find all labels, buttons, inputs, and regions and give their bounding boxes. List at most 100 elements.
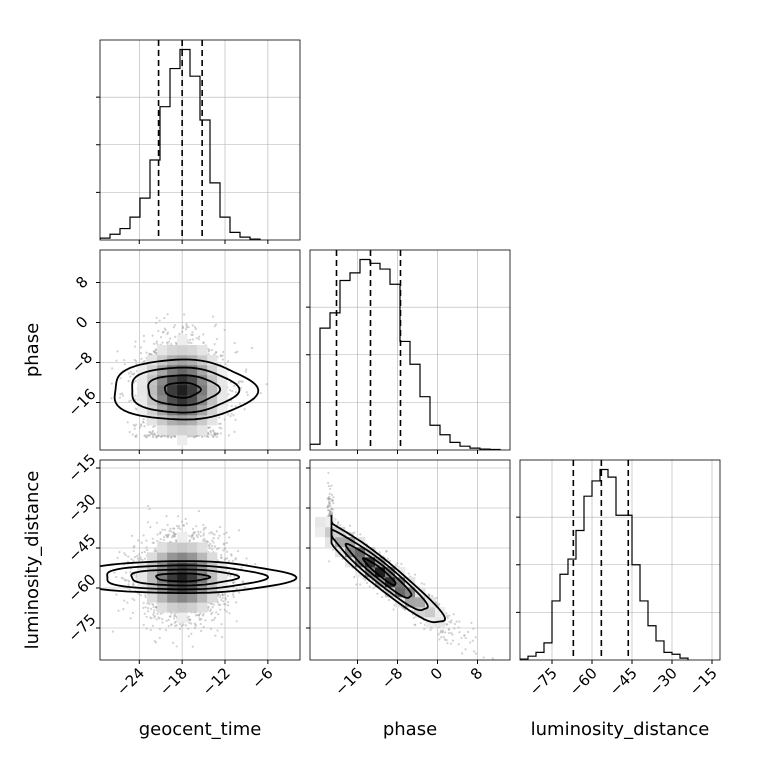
sample-point	[156, 533, 159, 536]
sample-point	[155, 606, 158, 609]
sample-point	[195, 534, 198, 537]
sample-point	[153, 550, 156, 553]
sample-point	[222, 549, 225, 552]
sample-point	[172, 531, 175, 534]
sample-point	[145, 435, 149, 439]
density-cell	[207, 385, 218, 396]
sample-point	[225, 550, 229, 553]
sample-point	[221, 358, 224, 361]
sample-point	[149, 352, 153, 356]
sample-point	[181, 330, 184, 334]
sample-point	[233, 581, 236, 584]
sample-point	[130, 558, 133, 561]
sample-point	[154, 348, 157, 351]
density-cell	[197, 345, 208, 356]
sample-point	[191, 534, 194, 537]
sample-point	[134, 435, 138, 439]
sample-point	[199, 622, 202, 626]
sample-point	[182, 524, 185, 527]
sample-point	[218, 526, 222, 529]
sample-point	[177, 525, 181, 528]
sample-point	[138, 426, 142, 429]
sample-point	[223, 532, 226, 536]
sample-point	[243, 586, 246, 589]
sample-point	[386, 557, 389, 560]
density-cell	[147, 385, 158, 396]
sample-point	[133, 598, 136, 602]
sample-point	[152, 434, 155, 437]
sample-point	[172, 617, 176, 620]
sample-point	[159, 336, 163, 339]
sample-point	[222, 350, 225, 354]
sample-point	[172, 641, 175, 644]
sample-point	[209, 431, 212, 434]
sample-point	[219, 594, 222, 597]
density-cell	[157, 572, 168, 583]
sample-point	[219, 556, 223, 559]
sample-point	[191, 331, 194, 334]
density-cell	[197, 542, 208, 553]
density-cell	[177, 435, 188, 446]
sample-point	[240, 566, 243, 569]
sample-point	[216, 432, 219, 435]
sample-point	[211, 532, 214, 535]
sample-point	[239, 386, 242, 390]
sample-point	[158, 319, 161, 322]
density-cell	[157, 552, 168, 563]
sample-point	[203, 537, 206, 541]
contour-2-sigma	[100, 560, 298, 594]
sample-point	[192, 434, 195, 437]
sample-point	[396, 562, 399, 565]
sample-point	[215, 530, 218, 533]
sample-point	[233, 575, 236, 578]
density-cell	[217, 395, 228, 406]
sample-point	[381, 595, 384, 599]
histogram-bin	[130, 217, 140, 240]
sample-point	[217, 613, 220, 616]
sample-point	[140, 357, 143, 361]
sample-point	[239, 380, 243, 383]
sample-point	[167, 436, 170, 439]
sample-point	[133, 427, 136, 430]
sample-point	[165, 535, 169, 539]
density-cell	[177, 345, 188, 356]
y-tick-label: 0	[72, 313, 91, 332]
sample-point	[127, 372, 130, 375]
sample-point	[193, 531, 196, 534]
sample-point	[326, 497, 329, 500]
density-cell	[217, 572, 228, 583]
sample-point	[148, 603, 151, 606]
density-cell	[167, 395, 178, 406]
sample-point	[166, 534, 169, 537]
sample-point	[155, 436, 158, 439]
density-cell	[167, 542, 178, 553]
sample-point	[164, 435, 167, 438]
sample-point	[188, 539, 191, 543]
density-cell	[197, 415, 208, 426]
sample-point	[143, 359, 146, 363]
sample-point	[202, 613, 205, 616]
sample-point	[174, 341, 178, 344]
histogram-bin	[380, 269, 390, 450]
sample-point	[151, 433, 154, 436]
sample-point	[152, 603, 155, 607]
sample-point	[245, 368, 248, 371]
sample-point	[136, 557, 139, 560]
sample-point	[237, 381, 240, 385]
sample-point	[254, 562, 257, 566]
sample-point	[111, 630, 114, 633]
sample-point	[173, 535, 177, 538]
sample-point	[145, 351, 148, 354]
sample-point	[221, 592, 224, 595]
sample-point	[151, 334, 154, 337]
density-cell	[177, 375, 188, 386]
sample-point	[251, 346, 254, 350]
sample-point	[190, 342, 193, 345]
sample-point	[194, 327, 197, 331]
sample-point	[158, 532, 162, 535]
sample-point	[423, 627, 426, 631]
sample-point	[131, 611, 135, 614]
histogram-bin	[230, 232, 240, 240]
sample-point	[232, 595, 235, 598]
density-cell	[147, 592, 158, 603]
